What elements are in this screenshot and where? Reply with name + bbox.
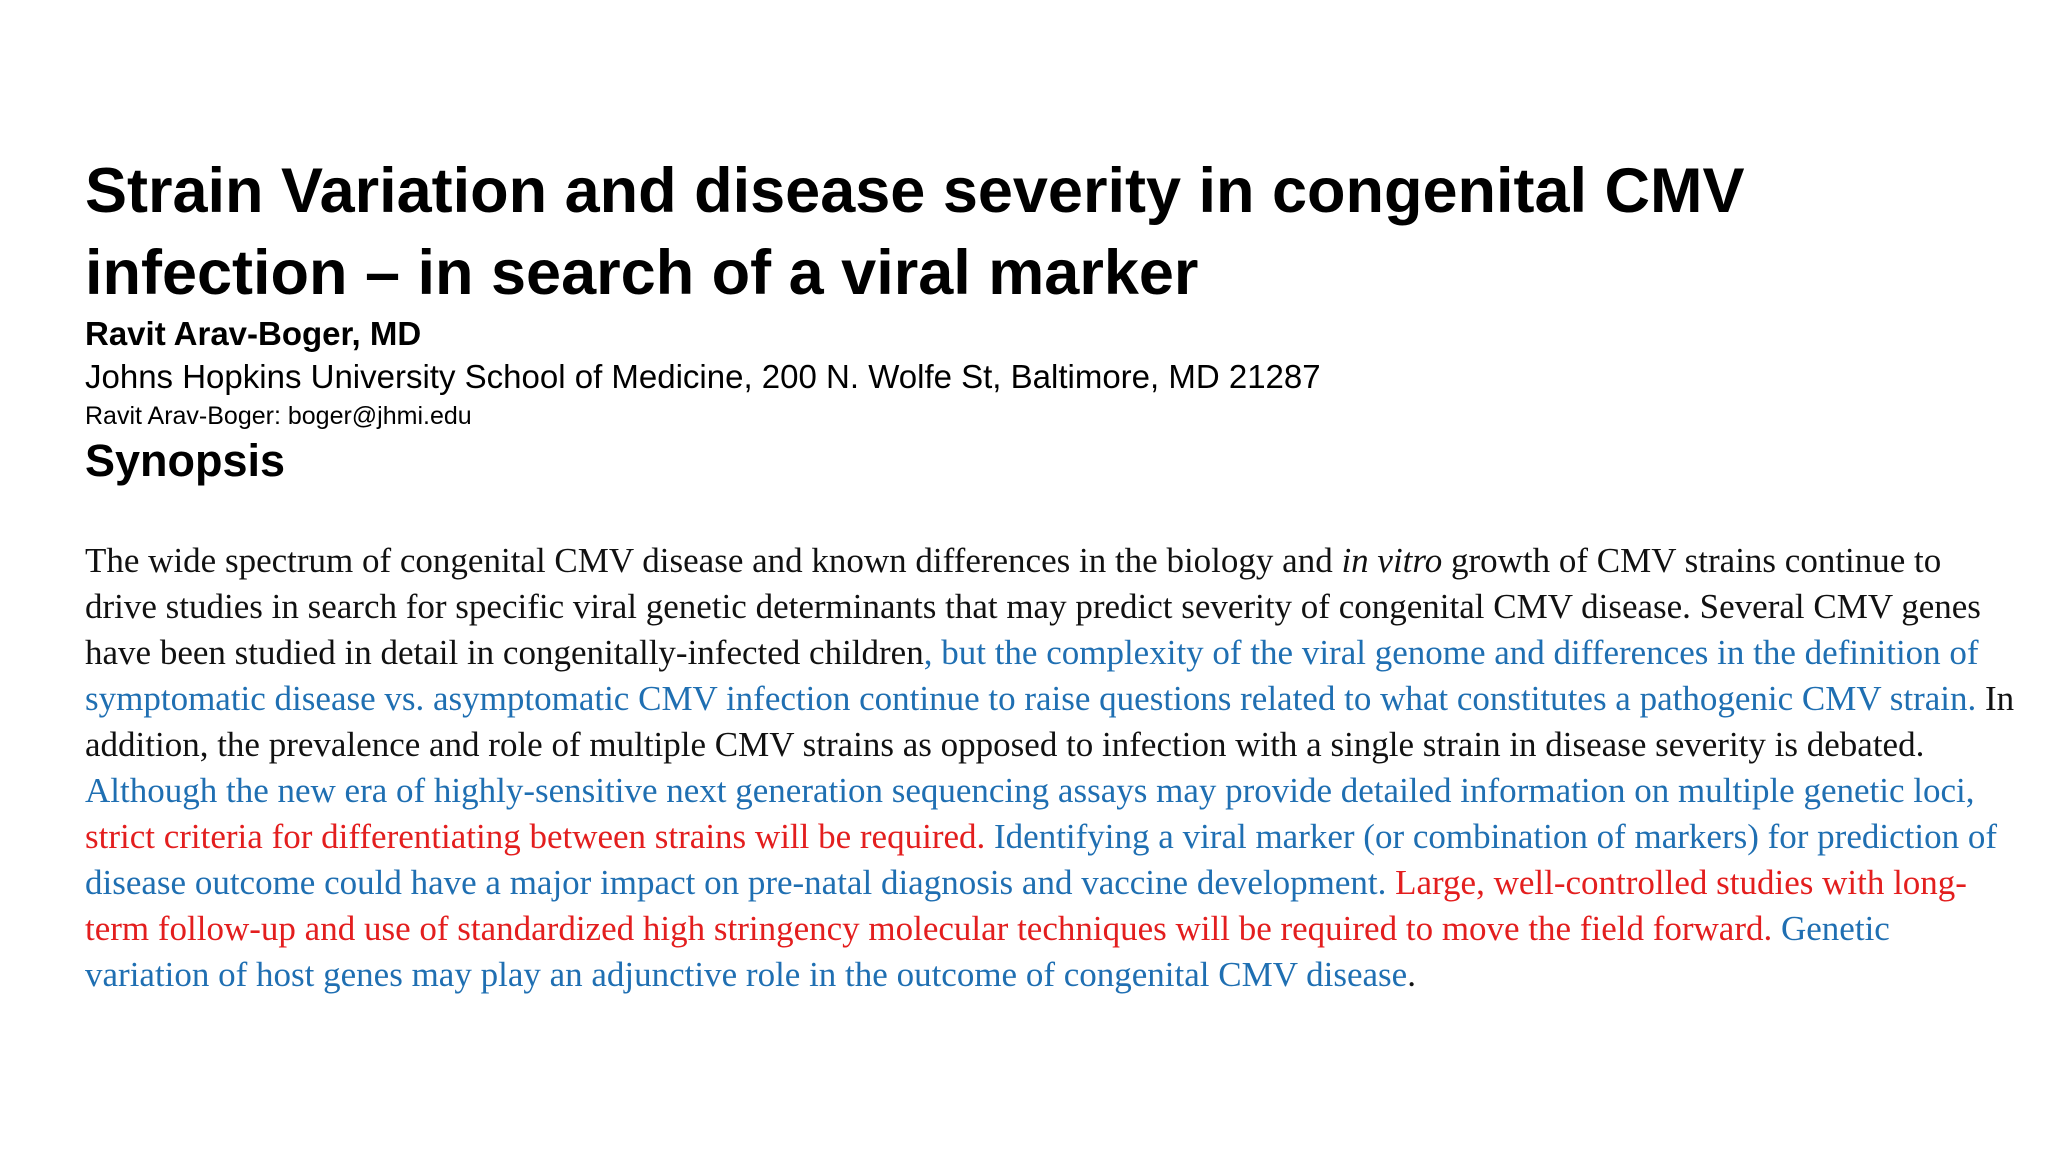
synopsis-paragraph: The wide spectrum of congenital CMV dise… — [85, 538, 2015, 998]
synopsis-segment: . — [1407, 955, 1416, 994]
synopsis-segment: strict criteria for differentiating betw… — [85, 817, 986, 856]
synopsis-segment: , but the complexity of the viral genome… — [85, 633, 1979, 718]
author-name: Ravit Arav-Boger, MD — [85, 315, 422, 352]
affiliation: Johns Hopkins University School of Medic… — [85, 358, 1321, 395]
synopsis-segment: The wide spectrum of congenital CMV dise… — [85, 541, 1342, 580]
slide: Strain Variation and disease severity in… — [85, 150, 2015, 998]
synopsis-heading: Synopsis — [85, 435, 286, 486]
synopsis-segment: . — [1763, 909, 1773, 948]
synopsis-segment: Identifying a viral marker (or combinati… — [85, 817, 1997, 902]
synopsis-segment: Although the new era of highly-sensitive… — [85, 771, 1975, 810]
synopsis-segment: In addition, the prevalence and role of … — [85, 679, 2015, 764]
synopsis-segment: growth of CMV strains continue to drive … — [85, 541, 1981, 672]
synopsis-segment: in vitro — [1341, 541, 1443, 580]
synopsis-segment: Large, well-controlled studies with long… — [85, 863, 1967, 948]
contact-email: Ravit Arav-Boger: boger@jhmi.edu — [85, 402, 472, 430]
synopsis-segment: Genetic variation of host genes may play… — [85, 909, 1890, 994]
page-title: Strain Variation and disease severity in… — [85, 156, 1745, 308]
